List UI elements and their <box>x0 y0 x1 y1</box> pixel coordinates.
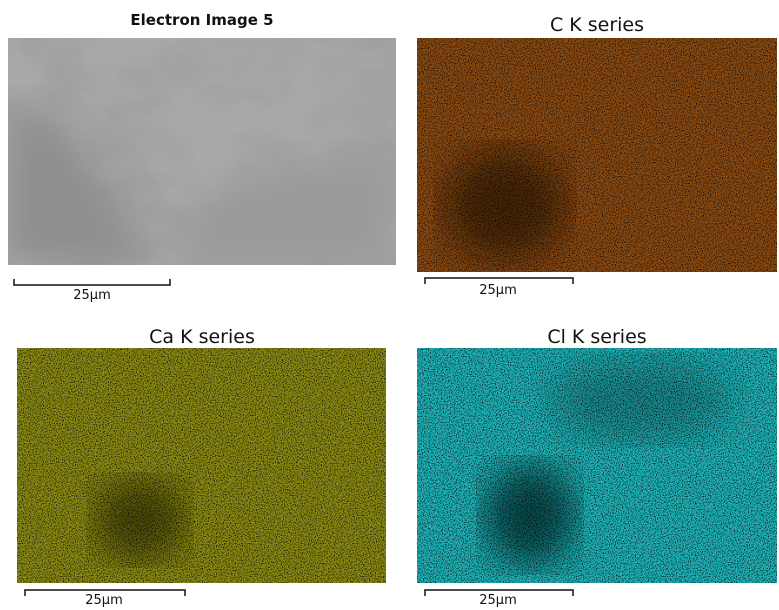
figure: Electron Image 5 25µm C K series 25µm Ca… <box>0 0 779 610</box>
panel-title: Electron Image 5 <box>130 11 273 29</box>
panel-title: Cl K series <box>547 326 646 348</box>
scale-bar-label: 25µm <box>479 593 516 608</box>
sem-image <box>8 38 396 265</box>
ca-map <box>17 348 386 583</box>
scale-bar <box>14 279 170 285</box>
panel-title: C K series <box>550 14 644 36</box>
scale-bar-label: 25µm <box>479 283 516 298</box>
scale-bar-label: 25µm <box>73 288 110 303</box>
panel-title: Ca K series <box>149 326 255 348</box>
c-map <box>417 38 777 272</box>
cl-map <box>417 348 777 583</box>
scale-bar-label: 25µm <box>85 593 122 608</box>
